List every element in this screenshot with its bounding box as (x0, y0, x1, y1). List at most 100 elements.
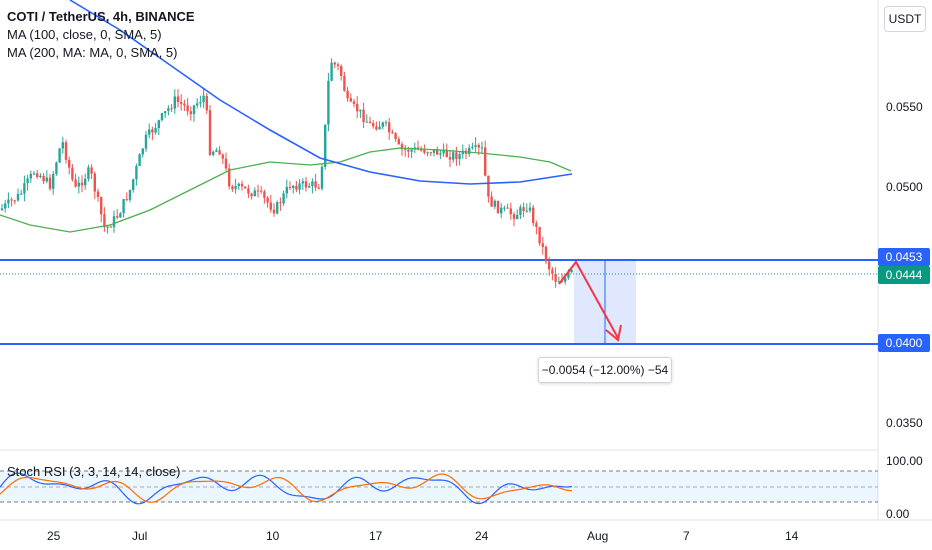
candle-body (551, 269, 554, 274)
candle-body (52, 174, 55, 189)
candle-body (144, 134, 148, 149)
time-axis-label: 24 (475, 529, 489, 543)
candle-body (554, 273, 557, 282)
stoch-k-line (0, 472, 573, 505)
candle-body (202, 95, 205, 103)
candle-body (244, 186, 247, 189)
candle-body (503, 207, 506, 209)
candle-body (375, 126, 378, 130)
candle-body (292, 185, 295, 188)
stoch-axis-label: 100.00 (886, 454, 923, 468)
time-axis-label: 17 (369, 529, 383, 543)
candle-body (106, 226, 109, 228)
ma100-legend[interactable]: MA (100, close, 0, SMA, 5) (7, 27, 162, 42)
price-axis-label: 0.0350 (886, 416, 923, 430)
ma200-line (69, 0, 573, 185)
candle-body (519, 207, 522, 215)
time-axis-label: Aug (587, 529, 608, 543)
candle-body (420, 149, 423, 151)
candle-body (452, 152, 455, 160)
candle-body (90, 167, 93, 174)
candle-body (84, 178, 87, 186)
candle-body (77, 182, 80, 187)
arrowhead-icon (605, 324, 622, 342)
candle-body (400, 144, 404, 150)
candle-body (308, 186, 311, 188)
candle-body (528, 207, 532, 211)
candle-body (436, 149, 439, 155)
current-price-tag: 0.0444 (878, 266, 930, 284)
currency-button[interactable]: USDT (884, 6, 926, 32)
candle-body (61, 142, 64, 149)
candle-body (247, 188, 250, 194)
candle-body (477, 145, 480, 148)
candle-body (330, 62, 333, 81)
candle-body (196, 103, 199, 106)
time-axis-label: 10 (266, 529, 280, 543)
candle-body (317, 187, 320, 189)
candle-body (96, 191, 100, 198)
candle-body (112, 216, 116, 228)
candle-body (276, 202, 279, 214)
candle-body (500, 207, 503, 214)
measure-label: −0.0054 (−12.00%) −54 (538, 357, 672, 383)
candle-body (234, 186, 237, 190)
stoch-d-line (0, 473, 573, 503)
candle-body (55, 162, 58, 175)
candle-body (141, 148, 144, 155)
candle-body (256, 190, 260, 192)
candle-body (71, 167, 74, 180)
ma200-legend[interactable]: MA (200, MA: MA, 0, SMA, 5) (7, 45, 178, 60)
candle-body (480, 147, 484, 149)
candle-body (324, 124, 327, 167)
candle-body (535, 223, 538, 227)
candle-body (368, 121, 372, 124)
candle-body (429, 152, 432, 154)
candle-body (20, 193, 23, 195)
candle-body (295, 185, 298, 190)
candle-body (468, 147, 471, 154)
time-axis-label: 7 (683, 529, 690, 543)
stoch-rsi-legend[interactable]: Stoch RSI (3, 3, 14, 14, close) (7, 464, 181, 479)
price-axis-label: 0.0550 (886, 100, 923, 114)
candle-body (404, 149, 407, 151)
candle-body (285, 186, 288, 194)
candle-body (13, 200, 16, 202)
candle-body (157, 120, 160, 129)
candle-body (272, 209, 276, 214)
candle-body (340, 66, 343, 76)
candle-body (570, 269, 573, 273)
candle-body (253, 190, 256, 197)
candle-body (205, 95, 208, 111)
candle-body (279, 202, 282, 204)
candle-body (372, 123, 375, 127)
candle-body (215, 150, 218, 152)
candle-body (109, 226, 112, 228)
candle-body (135, 165, 138, 180)
candle-body (151, 129, 154, 133)
candle-body (10, 199, 13, 201)
candle-body (231, 186, 234, 190)
candle-body (4, 203, 7, 209)
candle-body (23, 183, 26, 194)
candle-body (544, 246, 548, 262)
candle-body (384, 122, 388, 124)
candle-body (365, 121, 368, 123)
candle-body (199, 102, 202, 104)
candle-body (58, 148, 61, 163)
candle-body (119, 213, 122, 218)
candle-body (103, 214, 106, 228)
candle-body (16, 193, 20, 201)
projection-arrow-path[interactable] (558, 260, 619, 339)
candle-body (304, 181, 308, 188)
candle-body (525, 210, 528, 212)
support-price-tag: 0.0400 (878, 334, 930, 352)
symbol-title[interactable]: COTI / TetherUS, 4h, BINANCE (7, 9, 195, 24)
candle-body (445, 149, 448, 158)
candle-body (173, 96, 176, 109)
candle-body (183, 103, 186, 106)
candle-body (516, 214, 519, 220)
candle-body (154, 128, 157, 133)
candle-body (484, 147, 487, 176)
